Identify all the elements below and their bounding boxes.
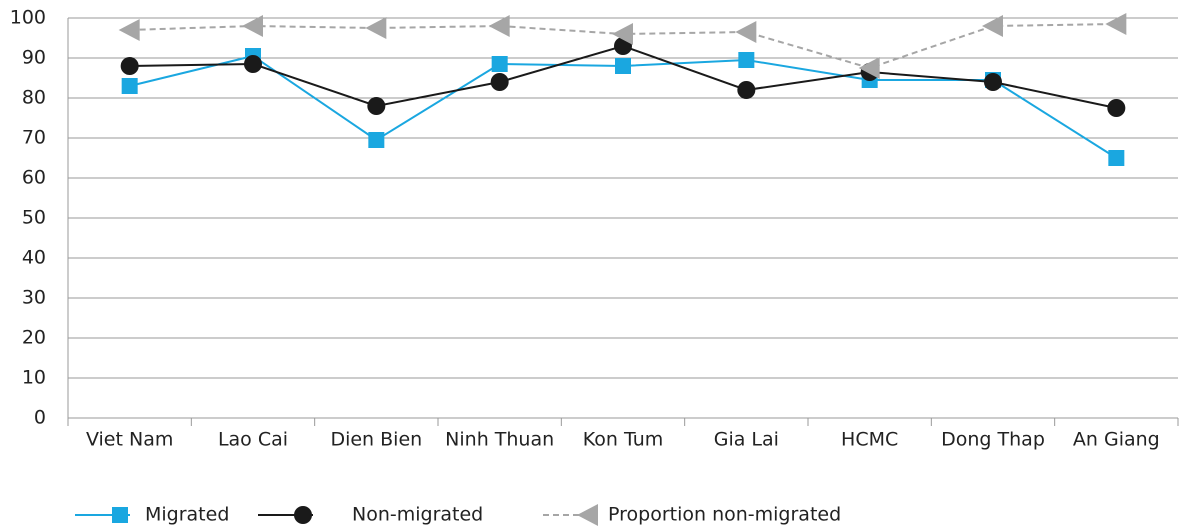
marker	[121, 78, 138, 94]
x-tick-label: Kon Tum	[583, 429, 664, 451]
x-tick-label: HCMC	[841, 429, 898, 451]
y-tick-label: 50	[22, 207, 46, 229]
marker	[491, 56, 508, 72]
y-tick-label: 100	[10, 7, 46, 29]
legend-label: Non-migrated	[352, 504, 483, 526]
legend-marker	[112, 507, 128, 523]
legend-label: Migrated	[145, 504, 229, 526]
y-tick-label: 0	[34, 407, 46, 429]
marker	[242, 15, 263, 37]
y-tick-label: 10	[22, 367, 46, 389]
marker	[490, 73, 509, 91]
marker	[982, 15, 1003, 37]
legend-marker	[577, 504, 598, 526]
y-tick-label: 80	[22, 87, 46, 109]
x-tick-label: Viet Nam	[86, 429, 173, 451]
y-tick-label: 20	[22, 327, 46, 349]
marker	[368, 132, 385, 148]
x-tick-label: An Giang	[1073, 429, 1160, 451]
x-tick-label: Dong Thap	[941, 429, 1045, 451]
marker	[612, 23, 633, 45]
x-tick-label: Gia Lai	[714, 429, 779, 451]
marker	[1107, 99, 1126, 117]
marker	[1108, 150, 1125, 166]
y-tick-label: 60	[22, 167, 46, 189]
marker	[488, 15, 510, 37]
marker	[615, 58, 631, 74]
x-tick-label: Ninh Thuan	[445, 429, 554, 451]
marker	[984, 73, 1002, 91]
marker	[735, 21, 757, 43]
marker	[1105, 13, 1127, 35]
legend-label: Proportion non-migrated	[608, 504, 841, 526]
legend-marker	[294, 506, 312, 524]
marker	[738, 52, 755, 68]
marker	[120, 57, 139, 75]
marker	[737, 81, 756, 99]
marker	[244, 55, 262, 73]
x-tick-label: Lao Cai	[218, 429, 288, 451]
marker	[858, 57, 880, 79]
y-tick-label: 70	[22, 127, 46, 149]
x-tick-label: Dien Bien	[330, 429, 422, 451]
marker	[365, 17, 387, 39]
y-tick-label: 90	[22, 47, 46, 69]
marker	[118, 19, 140, 41]
series-line	[129, 44, 1117, 109]
y-tick-label: 40	[22, 247, 46, 269]
marker	[367, 97, 386, 115]
y-tick-label: 30	[22, 287, 46, 309]
